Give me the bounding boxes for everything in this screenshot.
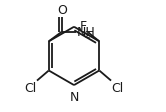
Text: N: N — [69, 90, 79, 103]
Text: 2: 2 — [84, 30, 89, 39]
Text: Cl: Cl — [112, 81, 124, 94]
Text: O: O — [57, 3, 67, 16]
Text: NH: NH — [77, 26, 96, 39]
Text: Cl: Cl — [24, 81, 36, 94]
Text: F: F — [80, 20, 87, 32]
